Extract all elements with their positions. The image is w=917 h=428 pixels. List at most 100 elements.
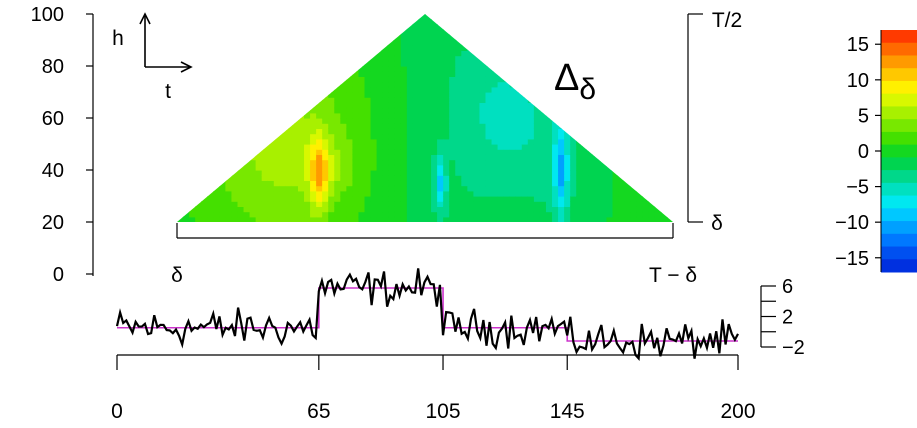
heatmap-cell bbox=[297, 60, 305, 67]
heatmap-cell bbox=[564, 45, 571, 51]
heatmap-cell bbox=[310, 201, 317, 207]
heatmap-cell bbox=[328, 107, 335, 114]
heatmap-cell bbox=[273, 34, 281, 41]
heatmap-cell bbox=[612, 60, 620, 67]
heatmap-cell bbox=[219, 211, 226, 218]
heatmap-cell bbox=[552, 123, 559, 129]
heatmap-cell bbox=[648, 180, 656, 187]
heatmap-cell bbox=[370, 144, 378, 150]
heatmap-cell bbox=[406, 201, 414, 207]
heatmap-cell bbox=[201, 97, 208, 103]
heatmap-cell bbox=[533, 40, 541, 46]
heatmap-cell bbox=[437, 86, 444, 93]
heatmap-cell bbox=[261, 175, 269, 181]
heatmap-cell bbox=[425, 45, 432, 51]
heatmap-cell bbox=[340, 175, 347, 181]
heatmap-cell bbox=[473, 45, 481, 51]
heatmap-cell bbox=[497, 149, 505, 155]
heatmap-cell bbox=[412, 159, 420, 166]
heatmap-cell bbox=[564, 149, 571, 155]
heatmap-cell bbox=[364, 159, 372, 166]
heatmap-cell bbox=[213, 180, 220, 187]
heatmap-cell bbox=[219, 159, 226, 166]
heatmap-cell bbox=[473, 24, 481, 31]
heatmap-cell bbox=[437, 128, 444, 135]
heatmap-cell bbox=[521, 175, 529, 181]
heatmap-cell bbox=[370, 180, 378, 187]
heatmap-cell bbox=[527, 138, 535, 145]
heatmap-cell bbox=[600, 123, 608, 129]
heatmap-cell bbox=[455, 112, 462, 119]
heatmap-cell bbox=[539, 55, 547, 62]
heatmap-cell bbox=[552, 170, 559, 176]
heatmap-cell bbox=[437, 55, 444, 62]
heatmap-cell bbox=[364, 133, 372, 140]
heatmap-cell bbox=[195, 190, 202, 197]
heatmap-cell bbox=[521, 55, 529, 62]
heatmap-cell bbox=[358, 211, 366, 218]
heatmap-cell bbox=[437, 206, 444, 213]
heatmap-cell bbox=[558, 138, 565, 145]
heatmap-cell bbox=[630, 14, 638, 20]
heatmap-cell bbox=[231, 159, 239, 166]
heatmap-cell bbox=[564, 112, 571, 119]
heatmap-cell bbox=[588, 159, 595, 166]
heatmap-cell bbox=[425, 86, 432, 93]
heatmap-cell bbox=[382, 164, 390, 171]
heatmap-cell bbox=[594, 201, 602, 207]
heatmap-cell bbox=[539, 170, 547, 176]
heatmap-cell bbox=[539, 86, 547, 93]
heatmap-cell bbox=[201, 144, 208, 150]
heatmap-cell bbox=[539, 29, 547, 36]
heatmap-cell bbox=[346, 81, 354, 88]
heatmap-cell bbox=[297, 24, 305, 31]
heatmap-cell bbox=[624, 76, 632, 83]
heatmap-cell bbox=[606, 29, 614, 36]
heatmap-cell bbox=[594, 19, 602, 25]
heatmap-cell bbox=[527, 107, 535, 114]
heatmap-cell bbox=[328, 196, 335, 202]
heatmap-cell bbox=[267, 92, 275, 98]
heatmap-cell bbox=[558, 185, 565, 192]
heatmap-cell bbox=[418, 211, 426, 218]
heatmap-cell bbox=[219, 196, 226, 202]
heatmap-cell bbox=[297, 128, 305, 135]
heatmap-cell bbox=[660, 128, 668, 135]
heatmap-cell bbox=[636, 86, 644, 93]
heatmap-cell bbox=[552, 107, 559, 114]
heatmap-cell bbox=[279, 159, 287, 166]
heatmap-cell bbox=[461, 76, 468, 83]
heatmap-cell bbox=[570, 102, 577, 109]
heatmap-cell bbox=[328, 185, 335, 192]
heatmap-cell bbox=[334, 185, 341, 192]
heatmap-cell bbox=[600, 211, 608, 218]
heatmap-cell bbox=[545, 144, 553, 150]
heatmap-cell bbox=[509, 164, 517, 171]
heatmap-cell bbox=[322, 159, 329, 166]
heatmap-cell bbox=[412, 164, 420, 171]
heatmap-cell bbox=[660, 107, 668, 114]
heatmap-cell bbox=[497, 201, 505, 207]
heatmap-cell bbox=[394, 180, 402, 187]
heatmap-cell bbox=[261, 144, 269, 150]
heatmap-cell bbox=[358, 40, 366, 46]
heatmap-cell bbox=[213, 118, 220, 124]
heatmap-cell bbox=[231, 71, 239, 77]
heatmap-cell bbox=[425, 14, 432, 20]
heatmap-cell bbox=[189, 206, 196, 213]
heatmap-cell bbox=[231, 190, 239, 197]
heatmap-cell bbox=[588, 201, 595, 207]
heatmap-cell bbox=[177, 24, 184, 31]
heatmap-cell bbox=[636, 50, 644, 57]
heatmap-cell bbox=[255, 40, 263, 46]
heatmap-cell bbox=[485, 107, 493, 114]
heatmap-cell bbox=[467, 170, 474, 176]
heatmap-cell bbox=[545, 76, 553, 83]
heatmap-cell bbox=[364, 19, 372, 25]
heatmap-cell bbox=[346, 128, 354, 135]
heatmap-cell bbox=[418, 123, 426, 129]
heatmap-cell bbox=[310, 29, 317, 36]
heatmap-cell bbox=[328, 60, 335, 67]
heatmap-cell bbox=[588, 45, 595, 51]
heatmap-cell bbox=[213, 107, 220, 114]
